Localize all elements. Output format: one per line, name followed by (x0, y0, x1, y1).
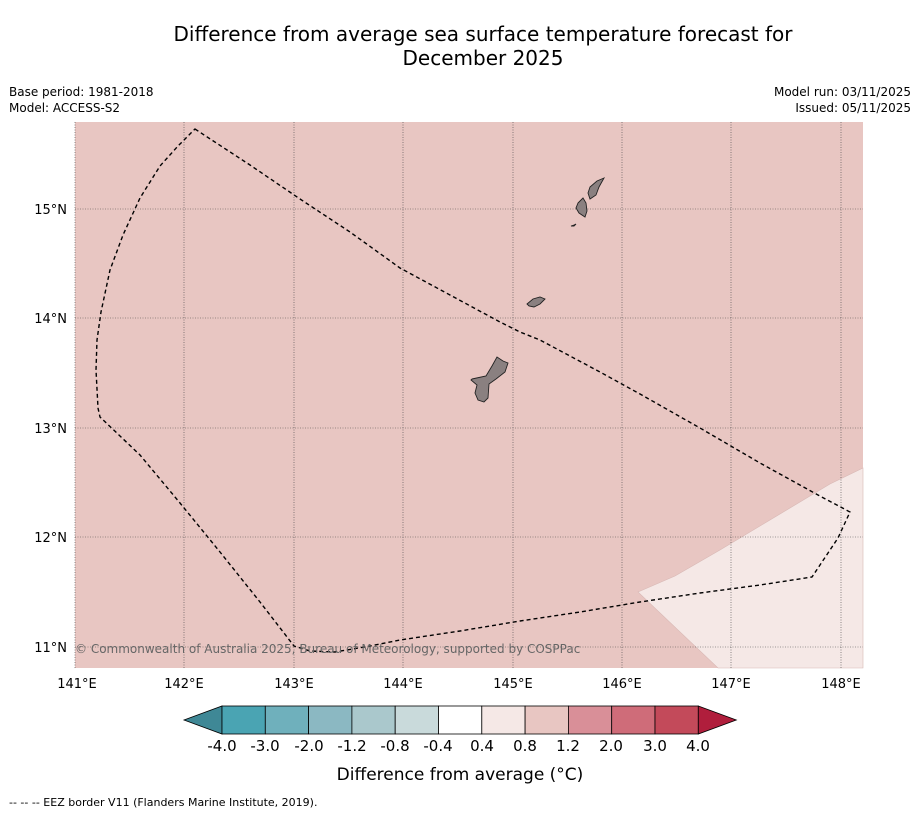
eez-footnote: -- -- -- EEZ border V11 (Flanders Marine… (9, 796, 318, 809)
colorbar-segment (394, 705, 439, 735)
model-name: Model: ACCESS-S2 (9, 101, 121, 115)
island-tinian (575, 197, 588, 218)
colorbar-tick-label: -3.0 (250, 737, 279, 755)
lat-label: 15°N (34, 203, 67, 218)
colorbar-tick-label: 0.8 (513, 737, 537, 755)
colorbar-tick-label: -0.4 (423, 737, 452, 755)
colorbar-tick-label: 3.0 (643, 737, 667, 755)
lon-label: 147°E (711, 677, 751, 692)
land-masses (470, 177, 606, 403)
colorbar-segment (568, 705, 613, 735)
colorbar (182, 705, 738, 735)
colorbar-tick-label: 1.2 (556, 737, 580, 755)
colorbar-segment (351, 705, 396, 735)
colorbar-segment (438, 705, 483, 735)
colorbar-extend-high (697, 705, 738, 735)
low-anomaly-area (637, 467, 864, 669)
lat-label: 14°N (34, 312, 67, 327)
lat-label: 11°N (34, 641, 67, 656)
lon-label: 145°E (493, 677, 533, 692)
colorbar-segment (221, 705, 266, 735)
colorbar-title: Difference from average (°C) (337, 765, 584, 785)
meta-left: Base period: 1981-2018 Model: ACCESS-S2 (9, 84, 154, 116)
colorbar-tick-label: 0.4 (470, 737, 494, 755)
colorbar-extend-low (182, 705, 223, 735)
colorbar-segment (481, 705, 526, 735)
latitude-labels: 15°N 14°N 13°N 12°N 11°N (34, 203, 67, 656)
issued-date: Issued: 05/11/2025 (795, 101, 911, 115)
lon-label: 142°E (164, 677, 204, 692)
meta-right: Model run: 03/11/2025 Issued: 05/11/2025 (774, 84, 911, 116)
lon-label: 148°E (821, 677, 861, 692)
map-title: Difference from average sea surface temp… (100, 22, 866, 70)
longitude-labels: 141°E 142°E 143°E 144°E 145°E 146°E 147°… (57, 677, 861, 692)
colorbar-tick-label: 4.0 (686, 737, 710, 755)
colorbar-tick-label: 2.0 (599, 737, 623, 755)
lat-label: 13°N (34, 422, 67, 437)
base-period: Base period: 1981-2018 (9, 85, 154, 99)
colorbar-segment (611, 705, 656, 735)
colorbar-tick-label: -0.8 (380, 737, 409, 755)
eez-border-line (95, 128, 851, 653)
colorbar-segment (524, 705, 569, 735)
lon-label: 143°E (274, 677, 314, 692)
graticule (75, 122, 863, 668)
colorbar-segment (264, 705, 309, 735)
map-panel: © Commonwealth of Australia 2025, Bureau… (74, 122, 864, 669)
copyright-text: © Commonwealth of Australia 2025, Bureau… (75, 642, 580, 656)
lon-label: 146°E (602, 677, 642, 692)
colorbar-segment (308, 705, 353, 735)
title-line-1: Difference from average sea surface temp… (173, 22, 793, 46)
island-rota (526, 296, 546, 308)
lon-label: 141°E (57, 677, 97, 692)
title-line-2: December 2025 (402, 46, 564, 70)
model-run: Model run: 03/11/2025 (773, 85, 911, 99)
colorbar-segment (654, 705, 699, 735)
island-saipan (587, 177, 606, 200)
lat-label: 12°N (34, 531, 67, 546)
colorbar-labels: -4.0 -3.0 -2.0 -1.2 -0.8 -0.4 0.4 0.8 1.… (207, 737, 710, 755)
island-guam (470, 356, 509, 403)
colorbar-tick-label: -1.2 (337, 737, 366, 755)
colorbar-tick-label: -2.0 (294, 737, 323, 755)
island-aguijan (570, 223, 577, 227)
lon-label: 144°E (383, 677, 423, 692)
colorbar-tick-label: -4.0 (207, 737, 236, 755)
